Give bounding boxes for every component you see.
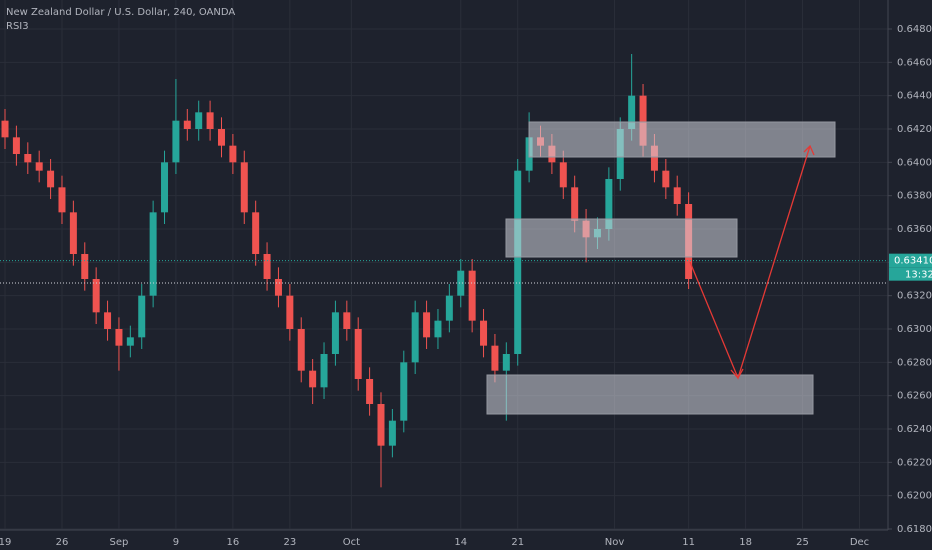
candle-body [92,279,100,313]
x-tick-label: 14 [454,537,467,548]
candle-body [69,212,77,254]
x-tick-label: Dec [850,537,869,548]
chart-title: New Zealand Dollar / U.S. Dollar, 240, O… [6,7,235,18]
candle-body [434,320,442,338]
candle-body [366,379,374,404]
indicator-label: RSI3 [6,21,29,32]
x-tick-label: 23 [283,537,296,548]
countdown-box [889,267,932,281]
x-tick-label: Nov [605,537,625,548]
candle-body [343,312,351,329]
candle-body [1,120,9,138]
candle-body [286,295,294,329]
candle-body [58,187,66,213]
candle-body [229,145,237,163]
candle-body [673,187,681,204]
candle-body [662,170,670,188]
candle-body [240,162,248,213]
x-tick-label: 11 [682,537,695,548]
candle-body [411,312,419,363]
candle-body [252,212,260,254]
candle-body [388,420,396,446]
zone-box [528,121,836,158]
candle-body [206,112,214,129]
x-tick-label: 25 [796,537,809,548]
candle-body [274,279,282,296]
last-price-label: 0.63410 [894,256,932,267]
x-tick-label: 18 [739,537,752,548]
candle-body [161,162,169,213]
candle-body [628,95,636,129]
candle-body [138,295,146,338]
candle-body [104,312,112,329]
zone-box [486,374,814,415]
x-tick-label: 19 [0,537,11,548]
candle-body [172,120,180,163]
candle-body [639,95,647,146]
countdown-label: 13:32 [905,270,932,281]
arrow-head [730,368,744,380]
x-tick-label: Sep [110,537,129,548]
candle-body [115,329,123,346]
candle-body [502,354,510,371]
arrow-head [803,144,815,156]
candle-body [47,170,55,188]
zone-box [505,218,738,258]
candle-body [195,112,203,129]
candle-body [400,362,408,421]
x-tick-label: 26 [56,537,69,548]
candle-body [217,129,225,146]
candle-body [24,154,32,163]
candle-body [605,179,613,229]
candle-body [81,254,89,279]
candle-body [377,404,385,446]
candle-body [491,345,499,371]
candle-body [320,354,328,388]
candle-body [571,187,579,221]
x-tick-label: 9 [173,537,179,548]
candle-body [35,162,43,171]
candle-body [559,162,567,188]
candle-body [457,270,465,296]
candle-body [297,329,305,371]
x-tick-label: Oct [343,537,360,548]
x-tick-label: 21 [511,537,524,548]
last-price-box [889,253,932,268]
candle-body [12,137,20,154]
candle-body [331,312,339,354]
candle-body [309,370,317,388]
x-tick-label: 16 [227,537,240,548]
candle-body [263,254,271,279]
candle-body [480,320,488,346]
candle-body [183,120,191,129]
candle-body [423,312,431,338]
candle-body [149,212,157,296]
candle-body [445,295,453,321]
candle-body [514,170,522,354]
candle-body [126,337,134,346]
candle-body [468,270,476,321]
y-tick-label: 0.64800 [897,24,932,35]
candle-body [650,145,658,171]
candle-body [354,329,362,379]
